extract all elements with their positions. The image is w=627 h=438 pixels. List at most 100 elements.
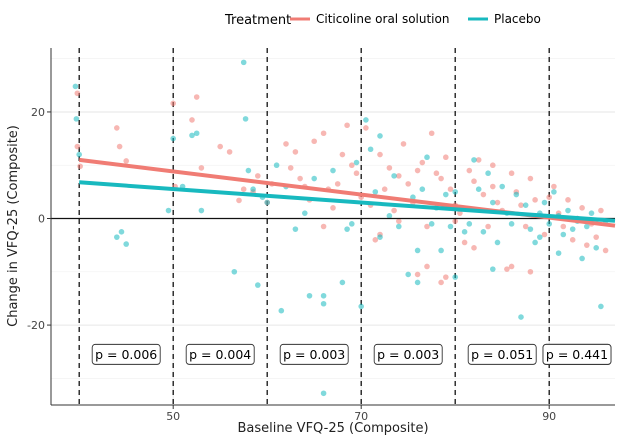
point-placebo-51 <box>443 191 449 198</box>
point-placebo-88 <box>452 274 459 280</box>
y-tick-label--20: -20 <box>27 319 45 332</box>
point-citicoline-22 <box>297 175 303 182</box>
point-citicoline-90 <box>396 218 402 224</box>
point-citicoline-70 <box>527 175 534 182</box>
point-citicoline-75 <box>551 183 557 190</box>
p-value-text-4: p = 0.051 <box>471 347 533 362</box>
point-placebo-84 <box>598 303 604 310</box>
point-placebo-1 <box>73 116 80 122</box>
point-placebo-38 <box>372 189 379 195</box>
point-citicoline-52 <box>443 154 449 161</box>
point-placebo-16 <box>250 186 256 193</box>
point-citicoline-19 <box>283 141 289 147</box>
x-axis-title: Baseline VFQ-25 (Composite) <box>237 421 428 436</box>
point-placebo-76 <box>560 231 567 238</box>
point-citicoline-85 <box>598 207 604 214</box>
point-citicoline-47 <box>419 159 426 166</box>
point-placebo-28 <box>320 300 327 307</box>
point-placebo-37 <box>367 146 374 153</box>
point-placebo-31 <box>339 279 346 286</box>
point-citicoline-33 <box>353 170 360 177</box>
x-tick-label-70: 70 <box>354 410 368 423</box>
point-placebo-62 <box>494 239 501 246</box>
point-citicoline-79 <box>569 237 576 243</box>
point-citicoline-93 <box>527 268 534 275</box>
p-value-text-0: p = 0.006 <box>95 347 157 362</box>
point-placebo-21 <box>278 307 285 314</box>
x-tick-label-90: 90 <box>542 410 556 423</box>
point-citicoline-82 <box>584 242 590 248</box>
point-placebo-45 <box>414 247 421 254</box>
point-placebo-61 <box>490 199 496 206</box>
p-value-box-4 <box>467 343 537 365</box>
point-citicoline-92 <box>508 263 515 270</box>
point-placebo-29 <box>320 390 327 397</box>
trend-lines <box>78 157 616 228</box>
point-citicoline-94 <box>471 245 477 251</box>
point-citicoline-77 <box>560 223 567 230</box>
point-placebo-66 <box>513 191 520 198</box>
point-citicoline-74 <box>546 194 552 200</box>
point-placebo-58 <box>475 186 482 193</box>
point-placebo-90 <box>537 234 543 240</box>
legend-label-placebo: Placebo <box>494 12 541 26</box>
data-points <box>72 59 609 397</box>
point-placebo-11 <box>198 207 205 214</box>
point-citicoline-53 <box>447 186 454 193</box>
point-citicoline-14 <box>240 186 247 193</box>
p-value-box-2 <box>279 343 349 365</box>
point-citicoline-55 <box>457 210 463 216</box>
point-citicoline-73 <box>541 231 548 238</box>
point-citicoline-28 <box>330 205 336 211</box>
point-placebo-3 <box>114 234 120 240</box>
point-citicoline-56 <box>461 239 468 246</box>
point-citicoline-87 <box>414 271 421 278</box>
point-citicoline-59 <box>475 157 482 163</box>
y-tick-label-0: 0 <box>38 213 45 226</box>
point-citicoline-21 <box>292 149 299 155</box>
point-citicoline-8 <box>189 117 195 123</box>
point-placebo-32 <box>344 226 350 232</box>
p-value-box-1 <box>185 343 255 365</box>
point-citicoline-91 <box>320 223 327 230</box>
point-citicoline-32 <box>349 162 355 169</box>
x-tick-label-50: 50 <box>166 410 180 423</box>
point-placebo-69 <box>527 226 534 232</box>
point-placebo-52 <box>447 223 454 230</box>
point-citicoline-49 <box>428 130 435 137</box>
point-citicoline-11 <box>217 143 223 150</box>
point-placebo-14 <box>242 116 249 122</box>
point-citicoline-13 <box>236 197 242 204</box>
point-placebo-89 <box>490 266 496 272</box>
point-citicoline-58 <box>471 178 477 185</box>
point-citicoline-2 <box>77 163 83 170</box>
trend-line-placebo <box>79 180 616 223</box>
point-placebo-7 <box>170 135 176 142</box>
point-citicoline-9 <box>193 94 200 100</box>
point-placebo-73 <box>546 221 552 227</box>
point-placebo-67 <box>518 314 524 320</box>
point-citicoline-31 <box>344 122 350 129</box>
y-axis-ticks: -20 0 20 <box>27 106 51 332</box>
point-citicoline-20 <box>287 165 294 171</box>
p-value-box-3 <box>373 343 443 365</box>
point-citicoline-26 <box>320 130 327 137</box>
point-placebo-86 <box>414 279 421 286</box>
p-value-text-6: p = 0.441 <box>546 347 608 362</box>
point-placebo-23 <box>292 226 299 232</box>
point-placebo-6 <box>165 207 172 214</box>
point-placebo-19 <box>264 199 271 206</box>
point-citicoline-6 <box>170 100 176 107</box>
point-placebo-36 <box>363 117 369 123</box>
point-placebo-10 <box>193 130 200 137</box>
point-placebo-30 <box>330 167 336 174</box>
point-citicoline-46 <box>414 167 421 174</box>
point-citicoline-97 <box>443 274 449 280</box>
point-placebo-15 <box>245 167 252 174</box>
point-citicoline-50 <box>433 170 440 177</box>
point-citicoline-42 <box>396 173 402 179</box>
point-placebo-70 <box>532 239 538 246</box>
point-placebo-35 <box>358 303 365 310</box>
point-citicoline-5 <box>123 158 129 164</box>
point-citicoline-10 <box>198 165 205 171</box>
